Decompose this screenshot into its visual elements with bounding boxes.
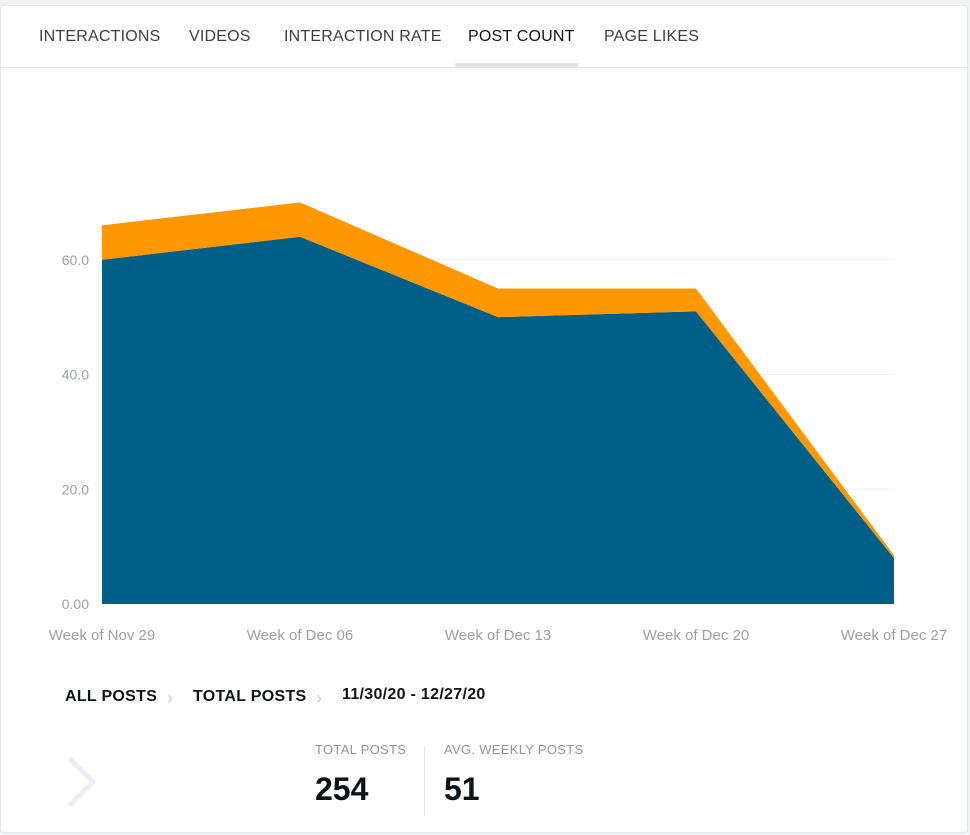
breadcrumb-all-posts[interactable]: ALL POSTS bbox=[65, 688, 158, 705]
tab-interaction-rate[interactable]: INTERACTION RATE bbox=[284, 28, 442, 45]
x-tick-label: Week of Dec 06 bbox=[247, 627, 353, 644]
active-tab-indicator bbox=[455, 63, 578, 67]
tab-page-likes[interactable]: PAGE LIKES bbox=[604, 28, 700, 45]
avg-weekly-posts-value: 51 bbox=[444, 771, 480, 807]
series-area-1[interactable] bbox=[102, 236, 894, 605]
chevron-right-icon[interactable] bbox=[63, 752, 103, 812]
avg-weekly-posts-label: AVG. WEEKLY POSTS bbox=[444, 742, 584, 757]
x-tick-label: Week of Dec 27 bbox=[841, 627, 947, 644]
total-posts-value: 254 bbox=[315, 771, 369, 807]
series-area-2[interactable] bbox=[102, 202, 894, 559]
tab-videos[interactable]: VIDEOS bbox=[189, 28, 251, 45]
breadcrumb-total-posts[interactable]: TOTAL POSTS bbox=[193, 688, 307, 705]
tab-interactions[interactable]: INTERACTIONS bbox=[39, 28, 161, 45]
tab-post-count[interactable]: POST COUNT bbox=[468, 28, 575, 45]
stats-divider bbox=[424, 746, 425, 816]
y-tick-label: 40.0 bbox=[62, 367, 89, 383]
total-posts-label: TOTAL POSTS bbox=[315, 742, 407, 757]
x-tick-label: Week of Dec 13 bbox=[445, 627, 551, 644]
y-tick-label: 0.00 bbox=[62, 596, 89, 612]
breadcrumb-date-range: 11/30/20 - 12/27/20 bbox=[342, 686, 486, 703]
x-tick-label: Week of Dec 20 bbox=[643, 627, 749, 644]
y-tick-label: 20.0 bbox=[62, 481, 89, 497]
chart-card: INTERACTIONS VIDEOS INTERACTION RATE POS… bbox=[0, 5, 968, 833]
metric-tabs: INTERACTIONS VIDEOS INTERACTION RATE POS… bbox=[1, 6, 967, 68]
y-tick-label: 60.0 bbox=[62, 252, 89, 268]
x-tick-label: Week of Nov 29 bbox=[49, 627, 155, 644]
chevron-right-icon: › bbox=[167, 688, 173, 708]
chevron-right-icon: › bbox=[316, 688, 322, 708]
post-count-chart: 0.00 20.0 40.0 60.0 Week of Nov 29 Week of De… bbox=[49, 202, 947, 644]
